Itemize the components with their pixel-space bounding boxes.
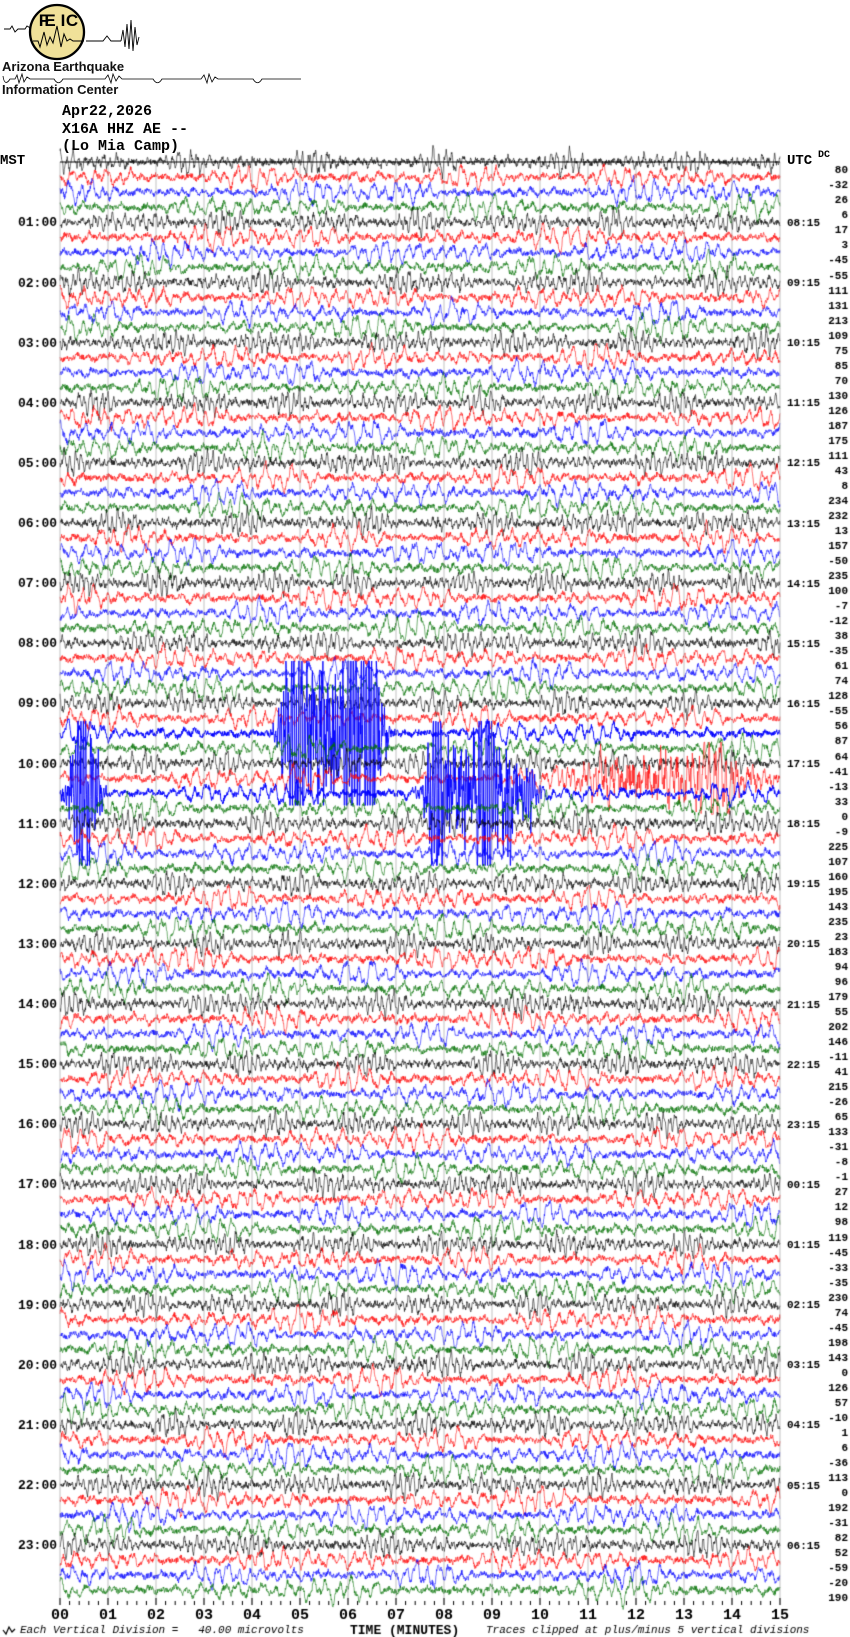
svg-text:I: I — [61, 11, 66, 30]
svg-text:C: C — [66, 11, 78, 30]
svg-text:E: E — [44, 11, 55, 30]
